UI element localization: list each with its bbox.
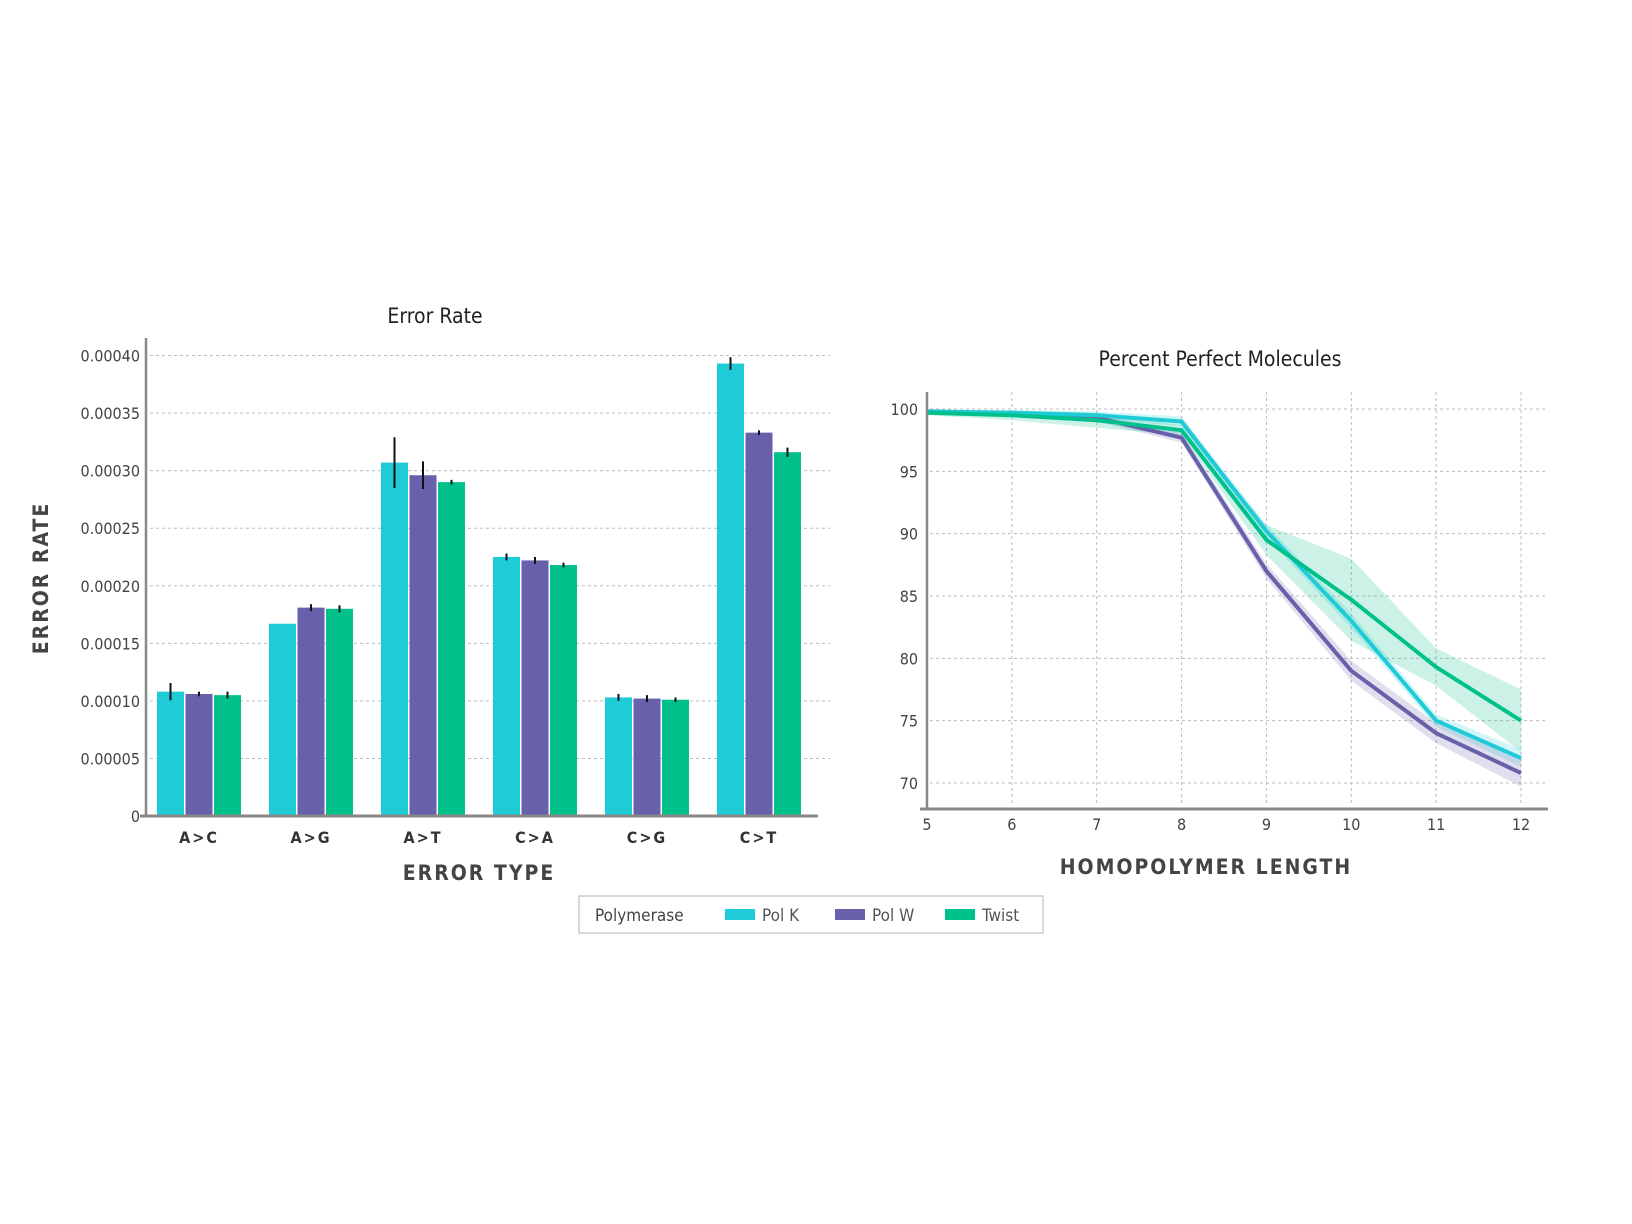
bar-x-tick-label: C>A bbox=[515, 828, 555, 847]
legend-title: Polymerase bbox=[595, 906, 684, 926]
line-x-tick-label: 8 bbox=[1177, 815, 1186, 834]
bar-y-tick-label: 0.00040 bbox=[80, 347, 140, 366]
line-x-tick-label: 10 bbox=[1342, 815, 1360, 834]
bar-twist bbox=[438, 482, 465, 816]
bar-pol-k bbox=[269, 623, 296, 816]
line-y-tick-label: 75 bbox=[900, 712, 918, 731]
bar-x-tick-label: A>C bbox=[179, 828, 219, 847]
bar-pol-k bbox=[605, 697, 632, 816]
bar-pol-w bbox=[185, 693, 213, 816]
bar-twist bbox=[326, 608, 353, 816]
bar-y-tick-label: 0.00020 bbox=[80, 577, 140, 596]
bar-pol-w bbox=[633, 698, 661, 816]
percent-perfect-molecules-chart: Percent Perfect Molecules HOMOPOLYMER LE… bbox=[891, 347, 1548, 879]
line-series-pol-k bbox=[926, 409, 1522, 760]
bar-y-axis-label: ERROR RATE bbox=[29, 502, 53, 655]
line-y-tick-label: 95 bbox=[900, 462, 918, 481]
line-x-tick-label: 11 bbox=[1427, 815, 1445, 834]
bar-y-tick-label: 0.00010 bbox=[80, 692, 140, 711]
legend-swatch-pol-w bbox=[835, 909, 865, 920]
bar-twist bbox=[214, 695, 241, 816]
bar-pol-k bbox=[381, 462, 408, 816]
bar-twist bbox=[774, 452, 801, 816]
bar-y-tick-label: 0.00025 bbox=[80, 519, 140, 538]
bar-pol-k bbox=[717, 363, 744, 816]
legend: Polymerase Pol K Pol W Twist bbox=[578, 895, 1044, 934]
confidence-band-twist bbox=[927, 410, 1521, 752]
legend-label: Pol K bbox=[762, 906, 800, 926]
bar-x-tick-label: C>T bbox=[740, 828, 778, 847]
bar-y-tick-label: 0.00015 bbox=[80, 634, 140, 653]
bar-pol-w bbox=[745, 432, 773, 816]
bar-twist bbox=[662, 699, 689, 816]
legend-swatch-pol-k bbox=[725, 909, 755, 920]
line-x-tick-label: 7 bbox=[1092, 815, 1101, 834]
line-y-tick-label: 80 bbox=[900, 649, 918, 668]
line-x-tick-label: 12 bbox=[1512, 815, 1530, 834]
bar-pol-w bbox=[297, 607, 325, 816]
bar-x-tick-label: A>G bbox=[290, 828, 331, 847]
line-y-tick-label: 100 bbox=[891, 400, 918, 419]
bar-pol-k bbox=[493, 556, 520, 816]
bar-x-tick-label: A>T bbox=[403, 828, 442, 847]
bar-y-tick-label: 0.00005 bbox=[80, 749, 140, 768]
line-y-tick-label: 85 bbox=[900, 587, 918, 606]
error-rate-chart: Error Rate ERROR RATE ERROR TYPE 0 0.0000… bbox=[29, 304, 830, 885]
legend-label: Twist bbox=[981, 906, 1019, 926]
line-y-tick-label: 70 bbox=[900, 774, 918, 793]
bar-chart-title: Error Rate bbox=[387, 304, 482, 328]
bar-x-axis-label: ERROR TYPE bbox=[403, 861, 556, 885]
line-x-tick-label: 6 bbox=[1007, 815, 1016, 834]
bar-twist bbox=[550, 565, 577, 816]
line-series-twist bbox=[926, 410, 1523, 723]
bar-pol-w bbox=[409, 475, 437, 816]
bar-pol-w bbox=[521, 560, 549, 816]
line-x-tick-label: 9 bbox=[1262, 815, 1271, 834]
bar-x-tick-label: C>G bbox=[627, 828, 667, 847]
line-chart-title: Percent Perfect Molecules bbox=[1099, 347, 1342, 371]
legend-label: Pol W bbox=[872, 906, 914, 926]
bar-y-tick-label: 0 bbox=[131, 807, 140, 826]
line-x-axis-label: HOMOPOLYMER LENGTH bbox=[1060, 855, 1353, 879]
line-x-tick-label: 5 bbox=[922, 815, 931, 834]
bar-y-tick-label: 0.00035 bbox=[80, 404, 140, 423]
bar-pol-k bbox=[157, 691, 184, 816]
line-y-tick-label: 90 bbox=[900, 525, 918, 544]
legend-swatch-twist bbox=[945, 909, 975, 920]
confidence-band-pol-w bbox=[927, 409, 1521, 787]
bar-y-tick-label: 0.00030 bbox=[80, 462, 140, 481]
